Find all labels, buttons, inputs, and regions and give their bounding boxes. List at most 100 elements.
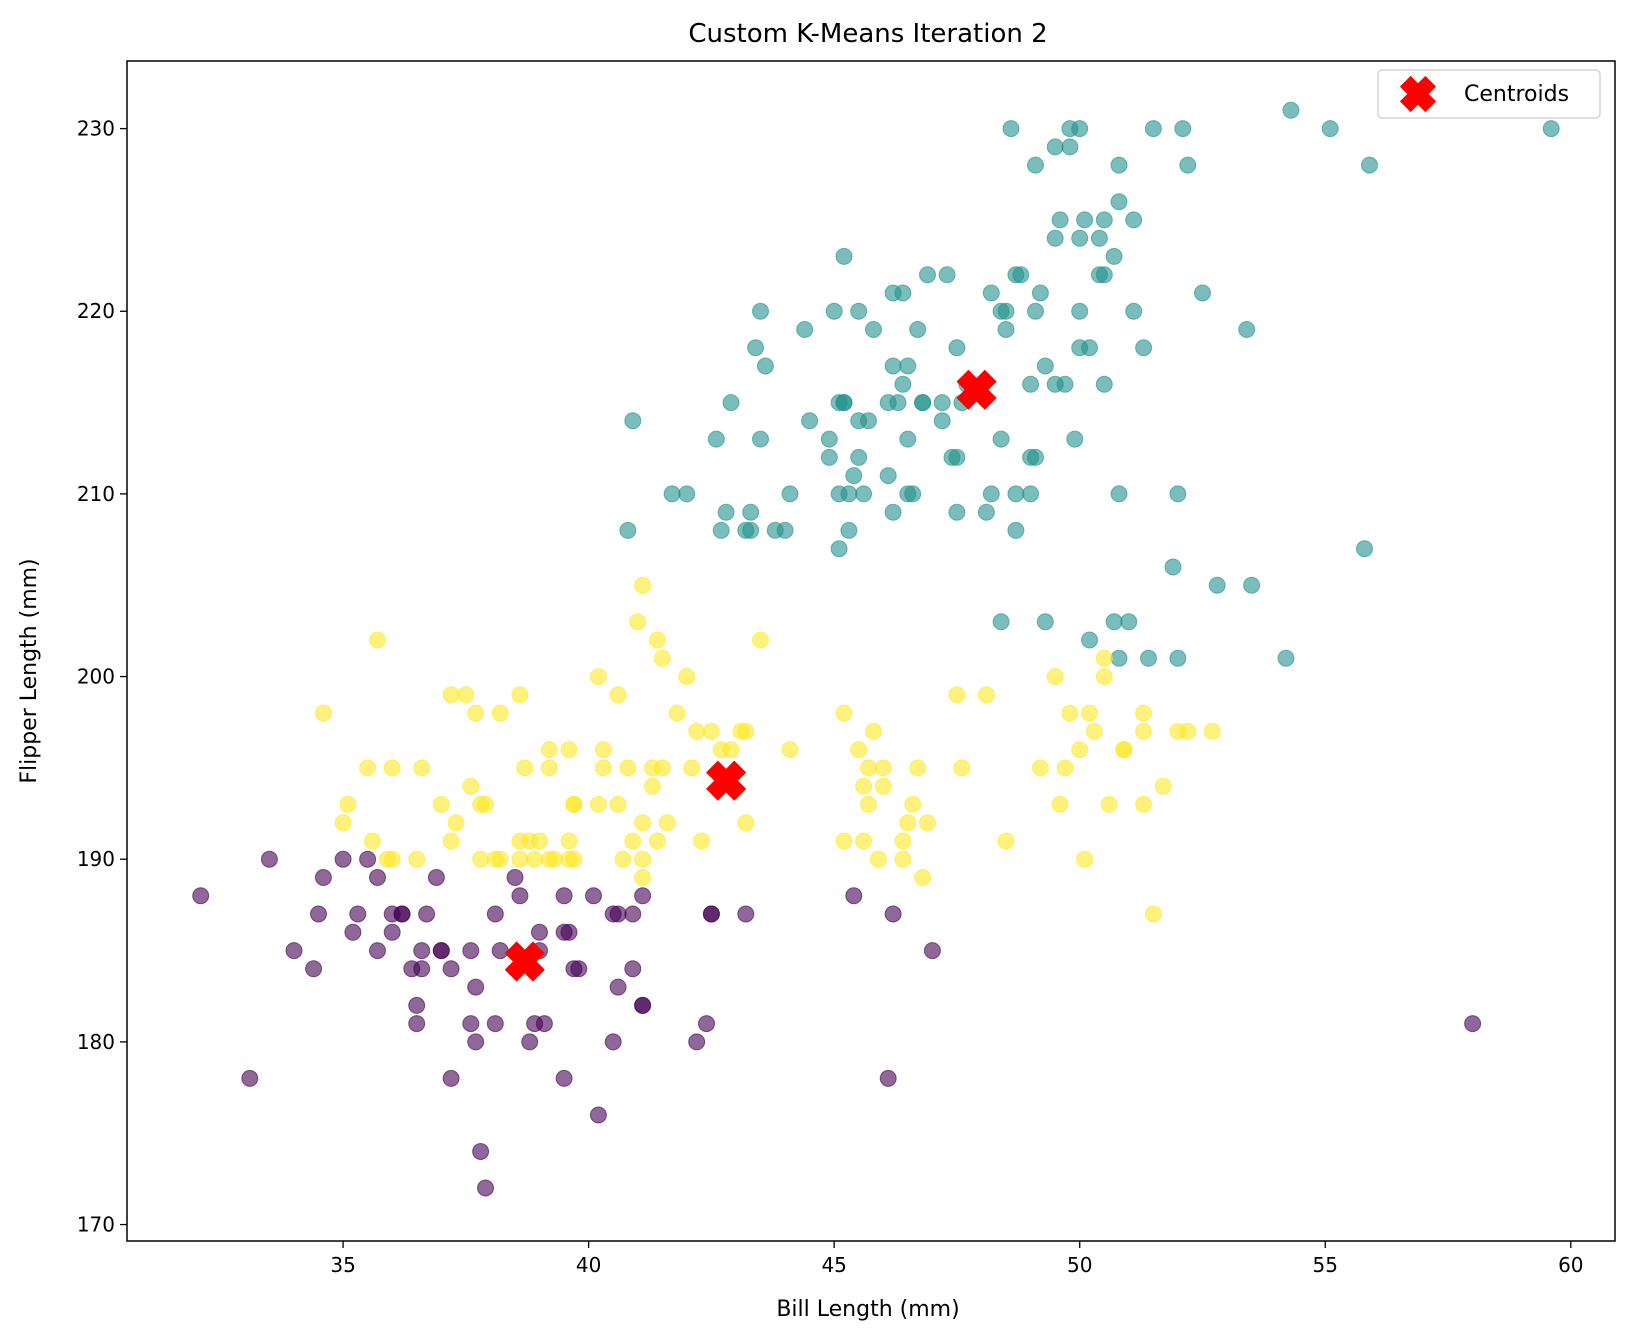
data-point-cluster-1 bbox=[1110, 193, 1128, 211]
data-point-cluster-0 bbox=[413, 942, 431, 960]
data-point-cluster-0 bbox=[314, 869, 332, 886]
data-point-cluster-0 bbox=[334, 850, 352, 868]
data-point-cluster-2 bbox=[919, 814, 936, 832]
y-axis-label: Flipper Length (mm) bbox=[17, 558, 42, 783]
data-point-cluster-2 bbox=[909, 759, 927, 777]
data-point-cluster-0 bbox=[310, 905, 327, 923]
data-point-cluster-0 bbox=[260, 850, 278, 868]
data-point-cluster-2 bbox=[383, 759, 401, 777]
data-point-cluster-1 bbox=[1022, 375, 1040, 393]
data-point-cluster-1 bbox=[992, 613, 1010, 631]
data-point-cluster-1 bbox=[1361, 156, 1378, 174]
data-point-cluster-0 bbox=[393, 905, 411, 923]
data-point-cluster-1 bbox=[1036, 357, 1054, 375]
data-point-cluster-2 bbox=[855, 777, 873, 795]
data-point-cluster-2 bbox=[914, 869, 932, 886]
x-tick-label: 40 bbox=[576, 1253, 601, 1277]
data-point-cluster-2 bbox=[869, 850, 887, 868]
data-point-cluster-1 bbox=[1061, 138, 1079, 156]
data-point-cluster-0 bbox=[305, 960, 323, 978]
plot-frame bbox=[126, 60, 1616, 1242]
data-point-cluster-0 bbox=[383, 923, 401, 941]
data-point-cluster-0 bbox=[688, 1033, 706, 1051]
data-point-cluster-1 bbox=[1174, 120, 1192, 138]
data-point-cluster-1 bbox=[1169, 485, 1187, 503]
data-point-cluster-0 bbox=[467, 1033, 485, 1051]
data-point-cluster-0 bbox=[359, 850, 377, 868]
data-point-cluster-1 bbox=[884, 357, 902, 375]
data-point-cluster-1 bbox=[982, 284, 1000, 302]
data-point-cluster-1 bbox=[663, 485, 681, 503]
data-point-cluster-1 bbox=[820, 448, 838, 466]
data-point-cluster-2 bbox=[977, 686, 995, 704]
data-point-cluster-0 bbox=[432, 942, 450, 960]
data-point-cluster-2 bbox=[619, 759, 637, 777]
data-point-cluster-1 bbox=[1277, 649, 1295, 667]
data-point-cluster-1 bbox=[840, 485, 858, 503]
data-point-cluster-2 bbox=[678, 668, 696, 686]
data-point-cluster-0 bbox=[555, 887, 573, 905]
data-point-cluster-1 bbox=[845, 467, 863, 485]
data-point-cluster-2 bbox=[314, 704, 332, 722]
data-point-cluster-1 bbox=[997, 302, 1015, 320]
data-point-cluster-1 bbox=[1169, 649, 1187, 667]
data-point-cluster-1 bbox=[879, 467, 897, 485]
data-point-cluster-2 bbox=[545, 850, 563, 868]
data-point-cluster-2 bbox=[835, 832, 853, 850]
data-point-cluster-0 bbox=[555, 1069, 573, 1087]
data-point-cluster-1 bbox=[899, 357, 917, 375]
data-point-cluster-0 bbox=[1464, 1015, 1482, 1033]
data-point-cluster-1 bbox=[977, 503, 995, 521]
data-point-cluster-2 bbox=[467, 704, 485, 722]
data-point-cluster-1 bbox=[1125, 211, 1143, 229]
data-point-cluster-2 bbox=[653, 759, 671, 777]
data-point-cluster-1 bbox=[1140, 649, 1157, 667]
data-point-cluster-1 bbox=[899, 430, 917, 448]
legend-x-icon bbox=[1399, 75, 1437, 113]
data-point-cluster-1 bbox=[884, 503, 902, 521]
data-point-cluster-2 bbox=[644, 777, 661, 795]
data-point-cluster-2 bbox=[594, 759, 612, 777]
data-point-cluster-1 bbox=[717, 503, 735, 521]
data-point-cluster-2 bbox=[1144, 905, 1162, 923]
data-point-cluster-1 bbox=[1125, 302, 1143, 320]
data-point-cluster-1 bbox=[840, 521, 858, 539]
data-point-cluster-1 bbox=[1120, 613, 1138, 631]
data-point-cluster-0 bbox=[477, 1179, 494, 1197]
data-point-cluster-2 bbox=[634, 576, 652, 594]
data-point-cluster-0 bbox=[521, 1033, 539, 1051]
data-point-cluster-1 bbox=[624, 412, 642, 430]
data-point-cluster-0 bbox=[624, 960, 642, 978]
data-point-cluster-2 bbox=[1046, 668, 1064, 686]
data-point-cluster-2 bbox=[850, 741, 868, 759]
data-point-cluster-0 bbox=[609, 905, 627, 923]
data-point-cluster-0 bbox=[845, 887, 863, 905]
data-point-cluster-1 bbox=[948, 448, 966, 466]
data-point-cluster-2 bbox=[624, 832, 642, 850]
data-point-cluster-1 bbox=[1071, 302, 1089, 320]
data-point-cluster-0 bbox=[418, 905, 436, 923]
data-point-cluster-1 bbox=[801, 412, 819, 430]
data-point-cluster-2 bbox=[634, 869, 652, 886]
data-point-cluster-0 bbox=[408, 996, 426, 1014]
data-point-cluster-2 bbox=[1051, 795, 1069, 813]
data-point-cluster-1 bbox=[1208, 576, 1226, 594]
data-point-cluster-1 bbox=[1135, 339, 1153, 357]
data-point-cluster-0 bbox=[884, 905, 902, 923]
data-point-cluster-1 bbox=[992, 430, 1010, 448]
data-point-cluster-0 bbox=[486, 1015, 504, 1033]
data-point-cluster-0 bbox=[408, 1015, 426, 1033]
data-point-cluster-1 bbox=[742, 503, 760, 521]
data-point-cluster-0 bbox=[462, 942, 480, 960]
data-point-cluster-0 bbox=[879, 1069, 897, 1087]
data-point-cluster-2 bbox=[1095, 649, 1113, 667]
data-point-cluster-2 bbox=[894, 850, 912, 868]
data-point-cluster-2 bbox=[781, 741, 799, 759]
data-point-cluster-2 bbox=[648, 631, 666, 649]
data-point-cluster-0 bbox=[369, 869, 386, 886]
data-point-cluster-1 bbox=[1110, 156, 1128, 174]
data-point-cluster-1 bbox=[1238, 321, 1256, 338]
x-tick-label: 35 bbox=[330, 1253, 355, 1277]
data-point-cluster-1 bbox=[894, 284, 912, 302]
